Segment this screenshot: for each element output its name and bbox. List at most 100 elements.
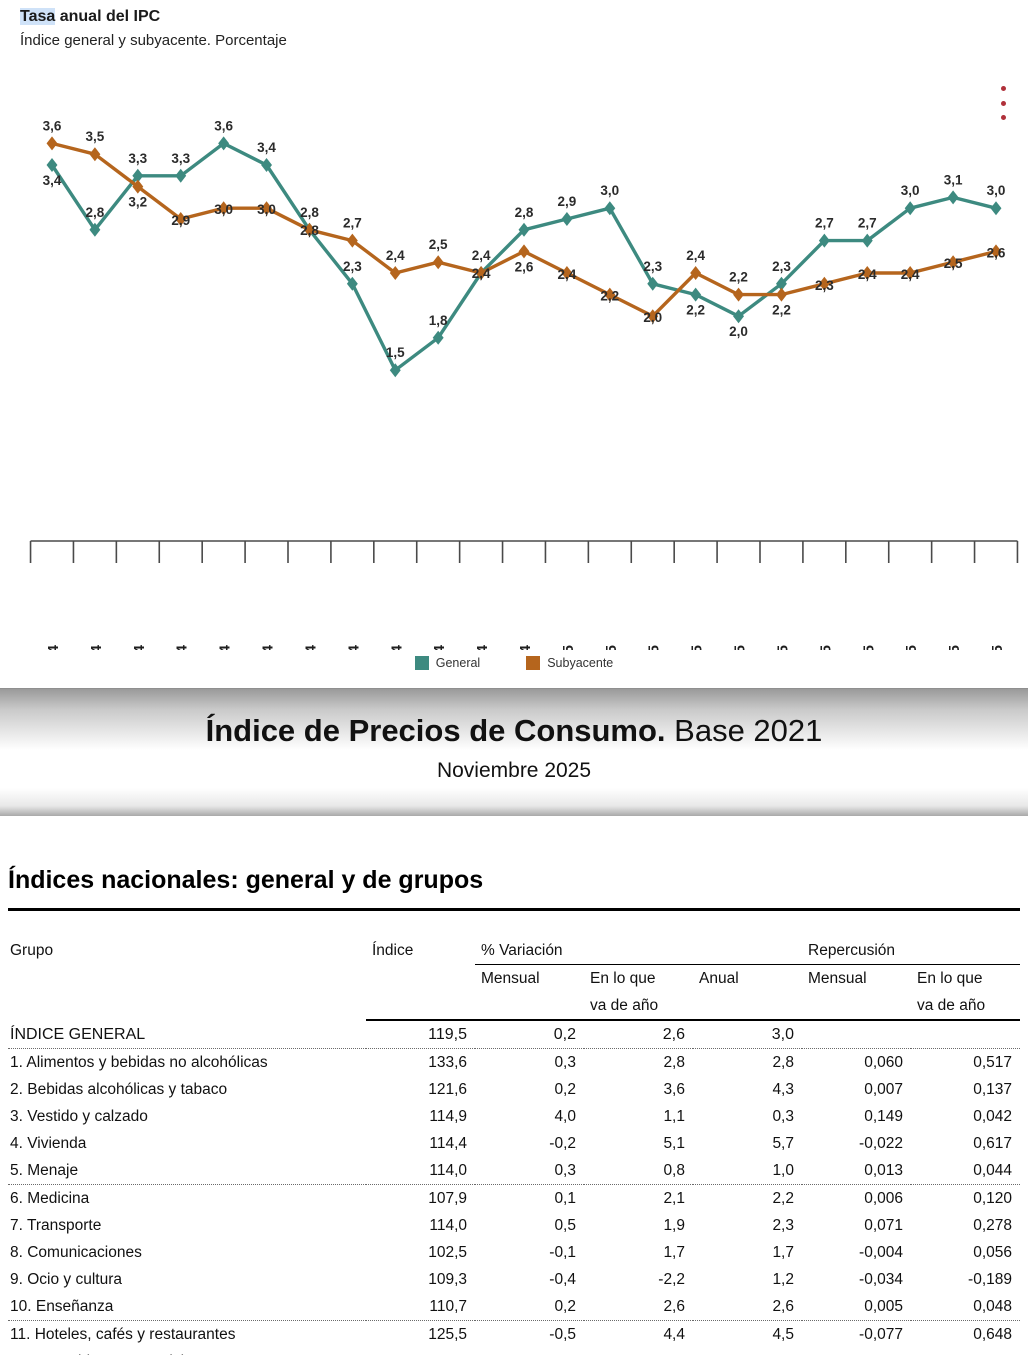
cell-var-anual: 5,7 bbox=[772, 1134, 794, 1152]
header-variacion: % Variación bbox=[475, 936, 802, 965]
cell-rep-mensual: -0,077 bbox=[802, 1319, 911, 1348]
data-point-general-13 bbox=[604, 201, 616, 216]
cell-var-ano: 4,4 bbox=[584, 1319, 693, 1348]
cell-var-mensual: 0,2 bbox=[553, 1025, 576, 1043]
table-row-indice-general[interactable]: ÍNDICE GENERAL 119,5 0,2 2,6 3,0 bbox=[8, 1020, 1020, 1049]
x-tick-label-nov-25: nov-25 bbox=[989, 645, 1006, 650]
label-subyacente-14: 2,0 bbox=[643, 310, 662, 325]
data-point-general-11 bbox=[518, 222, 530, 237]
cell-indice: 114,9 bbox=[429, 1107, 467, 1125]
x-tick-label-jun-24: jun-24 bbox=[260, 644, 277, 650]
chart-legend: General Subyacente bbox=[0, 650, 1028, 676]
line-chart-plot: 3,4 3,6 2,8 3,5 3,3 3,2 3,3 2,9 3,6 3,0 3,4 3,0 2,8 2… bbox=[0, 0, 1028, 560]
label-subyacente-15: 2,4 bbox=[686, 248, 705, 263]
kebab-menu-icon[interactable] bbox=[996, 86, 1010, 120]
cell-indice: 102,5 bbox=[428, 1243, 467, 1261]
cell-indice: 119,5 bbox=[428, 1025, 467, 1043]
legend-item-general[interactable]: General bbox=[414, 656, 480, 670]
cell-var-anual: 1,0 bbox=[772, 1161, 794, 1179]
cell-var-mensual: 0,2 bbox=[554, 1297, 576, 1315]
x-tick-label-nov-24: nov-24 bbox=[474, 644, 491, 650]
cell-var-ano: 5,1 bbox=[663, 1134, 685, 1152]
cell-var-mensual: 0,2 bbox=[554, 1080, 576, 1098]
data-point-subyacente-13 bbox=[604, 287, 616, 302]
label-general-5: 3,4 bbox=[257, 140, 276, 155]
cell-indice: 110,7 bbox=[429, 1297, 467, 1315]
label-subyacente-12: 2,4 bbox=[558, 267, 577, 282]
label-general-10: 2,4 bbox=[472, 248, 491, 263]
header-rule-var-mensual bbox=[475, 991, 584, 1021]
table-row[interactable]: 8. Comunicaciones 102,5 -0,1 1,7 1,7 -0,… bbox=[8, 1239, 1020, 1266]
label-general-19: 2,7 bbox=[858, 216, 877, 231]
cell-var-ano: 3,6 bbox=[663, 1080, 685, 1098]
data-point-general-3 bbox=[175, 168, 187, 183]
table-row[interactable]: 4. Vivienda 114,4 -0,2 5,1 5,7 -0,022 0,… bbox=[8, 1130, 1020, 1157]
cell-grupo: 9. Ocio y cultura bbox=[10, 1270, 122, 1288]
data-point-subyacente-0 bbox=[46, 136, 58, 151]
data-point-general-18 bbox=[818, 233, 830, 248]
table-row[interactable]: 12. Otros bienes y servicios 116,9 0,3 3… bbox=[8, 1348, 1020, 1355]
kebab-dot-1 bbox=[1000, 86, 1006, 91]
cell-indice: 107,9 bbox=[366, 1183, 475, 1212]
table-row[interactable]: 7. Transporte 114,0 0,5 1,9 2,3 0,071 0,… bbox=[8, 1212, 1020, 1239]
table-row[interactable]: 2. Bebidas alcohólicas y tabaco 121,6 0,… bbox=[8, 1076, 1020, 1103]
header-rep-vadeano: va de año bbox=[911, 991, 1020, 1021]
data-point-general-9 bbox=[432, 330, 444, 345]
label-subyacente-6: 2,8 bbox=[300, 223, 319, 238]
label-general-9: 1,8 bbox=[429, 313, 448, 328]
x-tick-label-oct-24: oct-24 bbox=[431, 644, 448, 650]
label-general-15: 2,2 bbox=[686, 303, 705, 318]
label-general-6: 2,8 bbox=[300, 205, 319, 220]
ipc-table: Grupo Índice % Variación Repercusión Men… bbox=[8, 908, 1020, 1355]
cell-var-mensual: 0,1 bbox=[475, 1183, 584, 1212]
label-general-20: 3,0 bbox=[901, 183, 920, 198]
table-row[interactable]: 11. Hoteles, cafés y restaurantes 125,5 … bbox=[8, 1319, 1020, 1348]
cell-indice: 114,0 bbox=[429, 1161, 467, 1179]
label-subyacente-19: 2,4 bbox=[858, 267, 877, 282]
table-row[interactable]: 5. Menaje 114,0 0,3 0,8 1,0 0,013 0,044 bbox=[8, 1157, 1020, 1185]
label-subyacente-1: 3,5 bbox=[86, 129, 105, 144]
data-point-subyacente-1 bbox=[89, 147, 101, 162]
chart-title: Tasa anual del IPC bbox=[20, 8, 160, 26]
cell-indice: 114,4 bbox=[429, 1134, 467, 1152]
label-subyacente-7: 2,7 bbox=[343, 216, 362, 231]
cell-rep-mensual: -0,022 bbox=[859, 1134, 903, 1152]
cell-rep-ano bbox=[911, 1020, 1020, 1049]
cell-grupo: 1. Alimentos y bebidas no alcohólicas bbox=[8, 1047, 366, 1076]
cell-var-mensual: 0,3 bbox=[554, 1161, 576, 1179]
label-subyacente-2: 3,2 bbox=[128, 195, 147, 210]
data-point-general-12 bbox=[561, 212, 573, 226]
cell-indice: 121,6 bbox=[428, 1080, 467, 1098]
cell-var-ano: -2,2 bbox=[658, 1270, 685, 1288]
cell-var-anual: 2,3 bbox=[772, 1216, 794, 1234]
legend-item-subyacente[interactable]: Subyacente bbox=[526, 656, 613, 670]
cell-var-ano: 2,6 bbox=[662, 1025, 685, 1043]
cell-indice: 125,5 bbox=[366, 1319, 475, 1348]
chart-title-highlight: Tasa bbox=[20, 8, 56, 25]
x-tick-label-feb-25: feb-25 bbox=[603, 645, 620, 650]
data-point-subyacente-4 bbox=[218, 201, 230, 216]
cell-rep-ano: 0,617 bbox=[973, 1134, 1012, 1152]
data-point-general-19 bbox=[861, 233, 873, 248]
table-row[interactable]: 10. Enseñanza 110,7 0,2 2,6 2,6 0,005 0,… bbox=[8, 1293, 1020, 1321]
cell-var-ano: 1,9 bbox=[663, 1216, 685, 1234]
cell-var-mensual: 0,3 bbox=[475, 1047, 584, 1076]
cell-var-anual: 3,4 bbox=[693, 1348, 802, 1355]
legend-swatch-general bbox=[414, 656, 429, 670]
table-row[interactable]: 6. Medicina 107,9 0,1 2,1 2,2 0,006 0,12… bbox=[8, 1183, 1020, 1212]
table-row[interactable]: 1. Alimentos y bebidas no alcohólicas 13… bbox=[8, 1047, 1020, 1076]
kebab-dot-2 bbox=[1000, 100, 1006, 106]
cell-grupo: 2. Bebidas alcohólicas y tabaco bbox=[10, 1080, 228, 1098]
label-general-1: 2,8 bbox=[86, 205, 105, 220]
data-point-general-20 bbox=[904, 201, 916, 216]
label-general-14: 2,3 bbox=[643, 259, 662, 274]
x-tick-label-abr-25: abr-25 bbox=[689, 645, 706, 650]
cell-var-mensual: 0,3 bbox=[475, 1348, 584, 1355]
cell-var-mensual: 0,5 bbox=[554, 1216, 576, 1234]
cell-indice: 109,3 bbox=[428, 1270, 467, 1288]
table-row[interactable]: 3. Vestido y calzado 114,9 4,0 1,1 0,3 0… bbox=[8, 1103, 1020, 1130]
x-tick-label-mar-25: mar-25 bbox=[646, 645, 663, 650]
cell-var-anual: 1,2 bbox=[772, 1270, 794, 1288]
table-row[interactable]: 9. Ocio y cultura 109,3 -0,4 -2,2 1,2 -0… bbox=[8, 1266, 1020, 1293]
cell-var-anual: 0,3 bbox=[772, 1107, 794, 1125]
